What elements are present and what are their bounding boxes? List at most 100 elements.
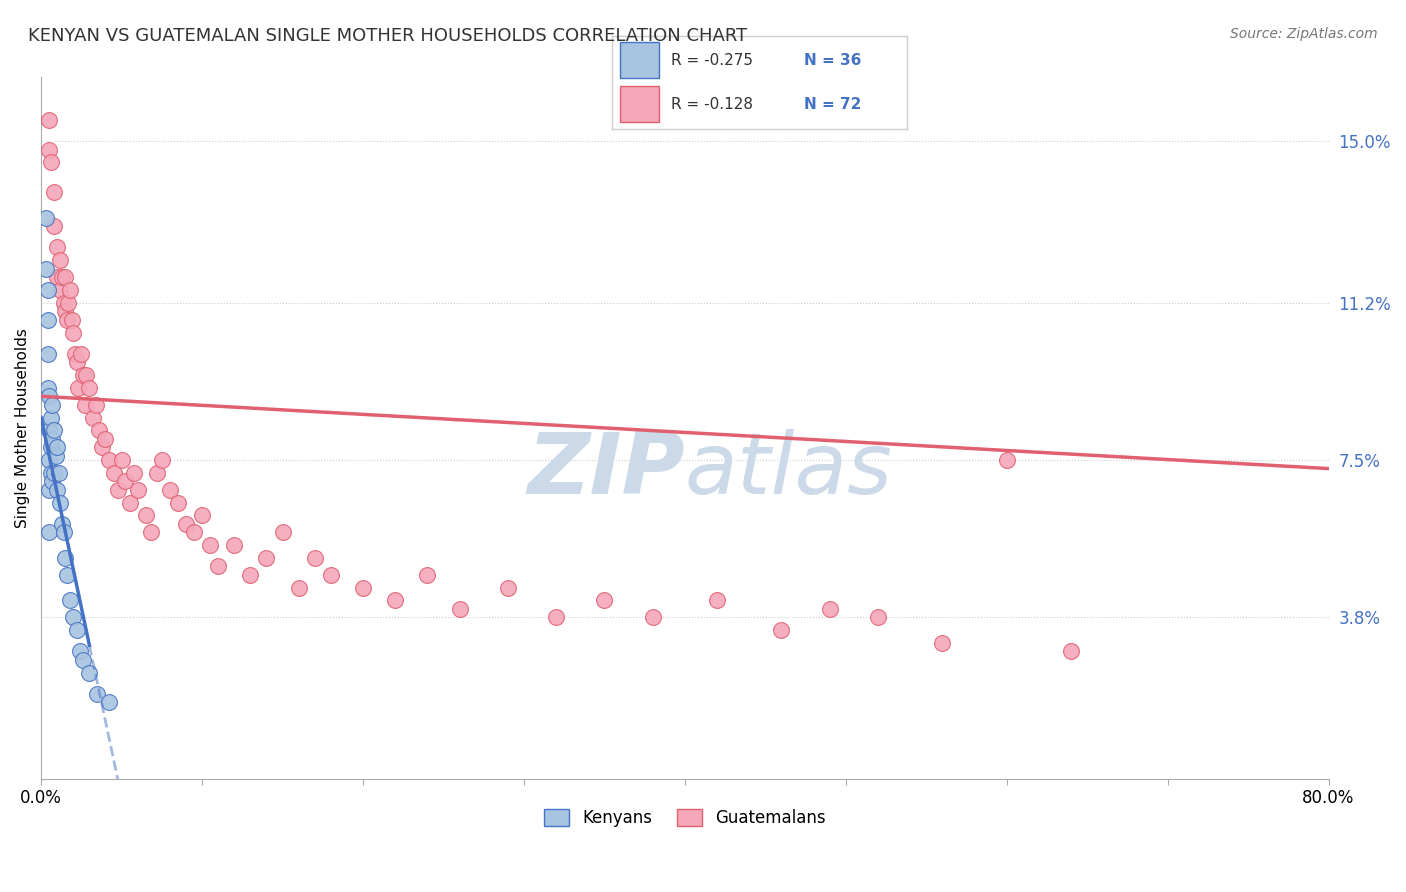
Point <box>56 312 79 326</box>
Point <box>79 665 101 680</box>
Point <box>593 593 616 607</box>
Point <box>174 516 197 531</box>
Point <box>60 312 83 326</box>
Point <box>384 593 406 607</box>
Text: R = -0.128: R = -0.128 <box>671 96 752 112</box>
Point <box>72 368 94 382</box>
Point <box>53 550 76 565</box>
Point <box>224 538 246 552</box>
Text: N = 36: N = 36 <box>804 53 860 68</box>
Point <box>127 483 149 497</box>
Point <box>91 440 114 454</box>
Y-axis label: Single Mother Households: Single Mother Households <box>15 328 30 528</box>
Point <box>59 283 82 297</box>
Point <box>38 453 60 467</box>
Point <box>56 567 79 582</box>
Point <box>63 347 86 361</box>
Point <box>48 466 70 480</box>
Point <box>995 453 1018 467</box>
Point <box>82 410 104 425</box>
Point <box>49 495 72 509</box>
Point <box>42 466 65 480</box>
Text: ZIP: ZIP <box>527 429 685 512</box>
Point <box>159 483 181 497</box>
Point <box>51 516 73 531</box>
Point <box>52 525 75 540</box>
Point <box>39 410 62 425</box>
Point <box>35 261 58 276</box>
Point <box>239 567 262 582</box>
Point <box>62 610 84 624</box>
Text: KENYAN VS GUATEMALAN SINGLE MOTHER HOUSEHOLDS CORRELATION CHART: KENYAN VS GUATEMALAN SINGLE MOTHER HOUSE… <box>28 27 748 45</box>
Point <box>53 270 76 285</box>
Legend: Kenyans, Guatemalans: Kenyans, Guatemalans <box>537 802 832 834</box>
Text: R = -0.275: R = -0.275 <box>671 53 752 68</box>
Point <box>65 355 87 369</box>
Point <box>52 295 75 310</box>
Point <box>198 538 221 552</box>
Point <box>103 466 125 480</box>
Point <box>38 525 60 540</box>
Point <box>42 423 65 437</box>
Point <box>37 381 59 395</box>
Text: N = 72: N = 72 <box>804 96 860 112</box>
Point <box>46 440 69 454</box>
Point <box>254 550 277 565</box>
Point <box>97 695 120 709</box>
Point <box>35 211 58 225</box>
Point <box>79 381 101 395</box>
Point <box>49 253 72 268</box>
Point <box>38 143 60 157</box>
Point <box>124 466 146 480</box>
Text: Source: ZipAtlas.com: Source: ZipAtlas.com <box>1230 27 1378 41</box>
Point <box>86 687 108 701</box>
Point <box>866 610 889 624</box>
Text: atlas: atlas <box>685 429 893 512</box>
Point <box>58 295 80 310</box>
Point <box>287 581 309 595</box>
Point <box>51 270 73 285</box>
Point <box>770 623 793 637</box>
Point <box>641 610 664 624</box>
Point <box>46 240 69 254</box>
Point <box>46 270 69 285</box>
Point <box>38 112 60 127</box>
Point <box>150 453 173 467</box>
Point <box>139 525 162 540</box>
Point <box>65 623 87 637</box>
Point <box>94 432 117 446</box>
Point <box>107 483 129 497</box>
Point <box>69 644 91 658</box>
Point <box>931 636 953 650</box>
Point <box>37 347 59 361</box>
Point <box>118 495 141 509</box>
Point <box>183 525 205 540</box>
Point <box>38 483 60 497</box>
Point <box>59 593 82 607</box>
Point <box>45 449 67 463</box>
Point <box>37 283 59 297</box>
Point <box>38 389 60 403</box>
Point <box>97 453 120 467</box>
Point <box>41 398 63 412</box>
Point <box>84 398 107 412</box>
Point <box>39 155 62 169</box>
Point <box>271 525 294 540</box>
Point <box>706 593 728 607</box>
Point <box>49 283 72 297</box>
Point <box>41 432 63 446</box>
Point <box>62 326 84 340</box>
Point <box>41 475 63 489</box>
Point <box>416 567 439 582</box>
Point <box>39 440 62 454</box>
Point <box>146 466 169 480</box>
Point <box>110 453 132 467</box>
Point <box>39 466 62 480</box>
Point <box>1060 644 1083 658</box>
Point <box>46 483 69 497</box>
Point <box>53 304 76 318</box>
Point <box>73 398 96 412</box>
Point <box>114 475 136 489</box>
Point <box>72 653 94 667</box>
Point <box>352 581 374 595</box>
